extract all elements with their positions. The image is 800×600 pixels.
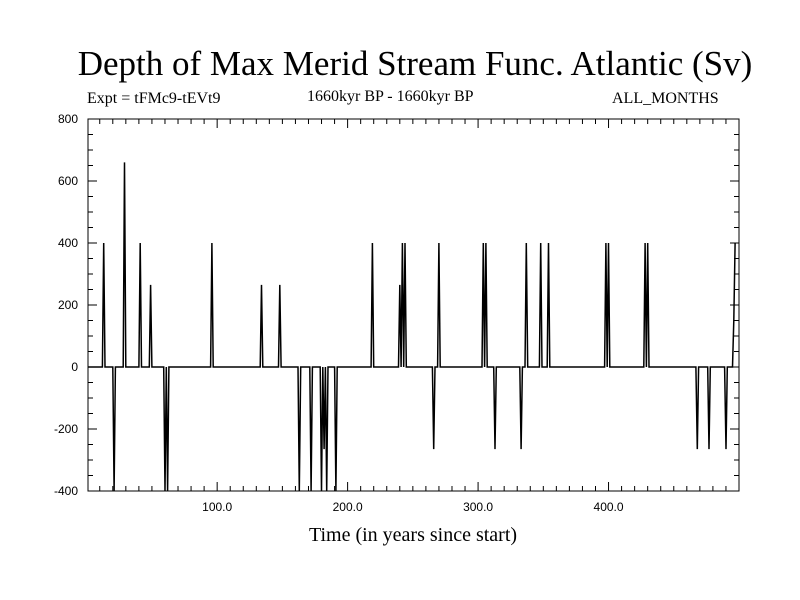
y-tick-label: 0 [71,360,78,374]
series-line [88,162,736,492]
y-tick-label: 800 [58,112,78,126]
axis-ticks [88,119,739,491]
axis-tick-labels: 100.0 200.0 300.0 400.0 800 600 400 200 0 -200 -40… [54,112,624,514]
y-tick-label: 600 [58,174,78,188]
y-tick-label: 200 [58,298,78,312]
plot-frame [87,118,740,492]
y-tick-label: -200 [54,422,78,436]
chart-title: Depth of Max Merid Stream Func. Atlantic… [77,44,753,83]
y-tick-label: -400 [54,484,78,498]
x-tick-label: 400.0 [594,500,624,514]
x-tick-label: 300.0 [463,500,493,514]
experiment-label: Expt = tFMc9-tEVt9 [87,90,221,107]
x-tick-label: 100.0 [202,500,232,514]
period-label: 1660kyr BP - 1660kyr BP [307,88,474,105]
x-tick-label: 200.0 [333,500,363,514]
months-label: ALL_MONTHS [612,90,719,107]
y-tick-label: 400 [58,236,78,250]
x-axis-label: Time (in years since start) [309,524,517,546]
